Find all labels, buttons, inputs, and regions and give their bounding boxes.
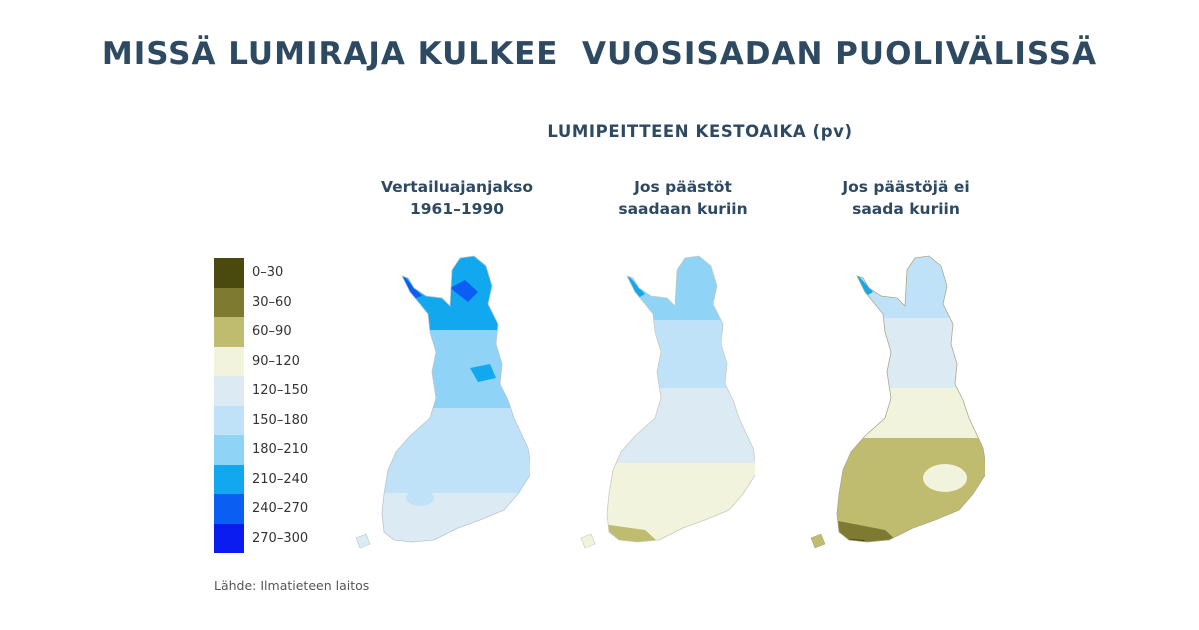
legend-swatch xyxy=(214,435,244,465)
legend-swatch xyxy=(214,405,244,435)
legend-label: 150–180 xyxy=(252,412,309,428)
map-title-line: saadaan kuriin xyxy=(618,200,748,218)
legend-label: 270–300 xyxy=(252,530,309,546)
map-title-uncontrolled: Jos päästöjä ei saada kuriin xyxy=(806,176,1006,220)
map-title-line: 1961–1990 xyxy=(409,200,505,218)
map-title-line: saada kuriin xyxy=(852,200,960,218)
legend-label: 90–120 xyxy=(252,353,300,369)
map-title-reference: Vertailuajanjakso 1961–1990 xyxy=(357,176,557,220)
finland-map-controlled xyxy=(580,255,755,549)
map-subtitle: LUMIPEITTEEN KESTOAIKA (pv) xyxy=(547,122,853,141)
source-note: Lähde: Ilmatieteen laitos xyxy=(214,578,370,593)
legend-label: 210–240 xyxy=(252,471,309,487)
legend-swatch xyxy=(214,494,244,524)
map-title-line: Vertailuajanjakso xyxy=(380,178,534,196)
legend-label: 180–210 xyxy=(252,442,309,457)
legend-swatch xyxy=(214,346,244,376)
page-title: MISSÄ LUMIRAJA KULKEE VUOSISADAN PUOLIVÄ… xyxy=(101,36,1098,72)
legend-swatch xyxy=(214,523,244,553)
legend-swatch xyxy=(214,287,244,317)
map-title-line: Jos päästöt xyxy=(634,178,732,196)
legend-label: 0–30 xyxy=(252,265,284,280)
legend-swatch xyxy=(214,464,244,494)
legend-label: 240–270 xyxy=(252,501,309,516)
legend-swatch xyxy=(214,317,244,347)
map-title-line: Jos päästöjä ei xyxy=(842,178,970,196)
finland-map-uncontrolled xyxy=(810,255,985,549)
legend-label: 30–60 xyxy=(252,294,292,310)
legend-label: 120–150 xyxy=(252,383,309,398)
legend-swatch xyxy=(214,376,244,406)
map-title-controlled: Jos päästöt saadaan kuriin xyxy=(583,176,783,220)
finland-map-reference xyxy=(355,255,530,549)
legend-swatch xyxy=(214,258,244,288)
legend-label: 60–90 xyxy=(252,324,292,339)
